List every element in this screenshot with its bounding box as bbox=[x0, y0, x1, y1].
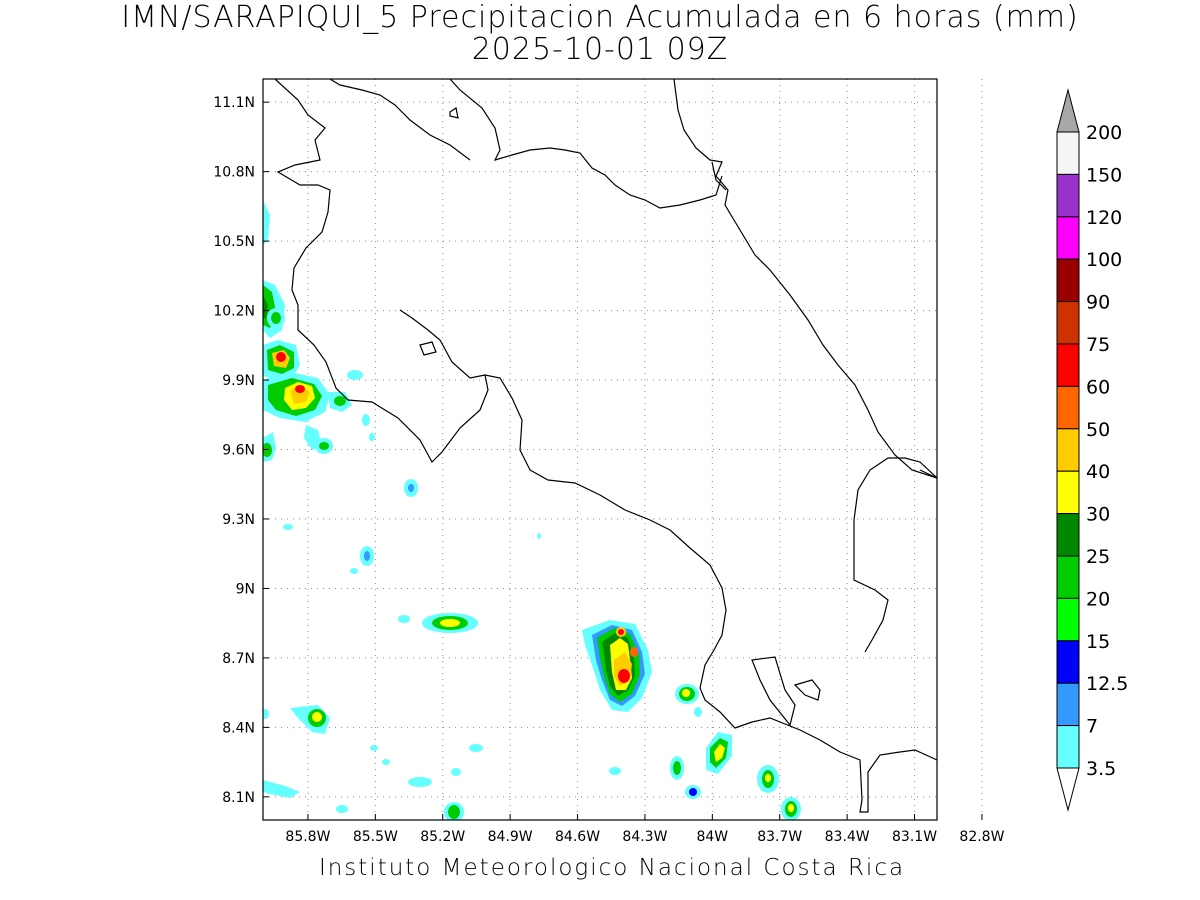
colorbar-swatch bbox=[1056, 385, 1080, 430]
lon-tick-label: 84.6W bbox=[555, 829, 600, 845]
lat-tick-label: 9.9N bbox=[222, 373, 255, 389]
rain-cell-nw-coast bbox=[263, 200, 375, 462]
colorbar-swatch bbox=[1056, 301, 1080, 345]
lon-tick-label: 83.1W bbox=[892, 829, 937, 845]
coastline bbox=[274, 79, 937, 813]
lat-tick-label: 8.4N bbox=[222, 720, 255, 736]
colorbar-swatch bbox=[1056, 216, 1080, 260]
lon-tick-label: 85.5W bbox=[353, 829, 398, 845]
map-title: IMN/SARAPIQUI_5 Precipitacion Acumulada … bbox=[121, 0, 1079, 35]
lon-tick-label: 83.7W bbox=[757, 829, 802, 845]
latitude-tick-labels: 11.1N 10.8N 10.5N 10.2N 9.9N 9.6N 9.3N 9N 8.7N 8.… bbox=[213, 95, 269, 806]
rain-cell-southeast bbox=[670, 684, 801, 820]
colorbar-label: 100 bbox=[1086, 249, 1122, 271]
colorbar-swatch bbox=[1056, 470, 1080, 515]
colorbar-swatch bbox=[1056, 640, 1080, 684]
lat-tick-label: 9.6N bbox=[222, 443, 255, 459]
colorbar-label: 200 bbox=[1086, 122, 1122, 144]
colorbar-swatch bbox=[1056, 343, 1080, 387]
precipitation-cells bbox=[263, 200, 801, 820]
lon-tick-label: 85.8W bbox=[285, 829, 330, 845]
longitude-tick-labels: 85.8W 85.5W 85.2W 84.9W 84.6W 84.3W 84W 83.7W 83… bbox=[285, 814, 1005, 845]
map-subtitle-time: 2025-10-01 09Z bbox=[471, 32, 729, 67]
colorbar-swatch bbox=[1056, 555, 1080, 599]
lat-tick-label: 10.2N bbox=[213, 304, 255, 320]
colorbar-under-triangle bbox=[1056, 767, 1080, 812]
colorbar-label: 120 bbox=[1086, 207, 1122, 229]
lon-tick-label: 84.9W bbox=[488, 829, 533, 845]
lat-tick-label: 10.8N bbox=[213, 165, 255, 181]
lon-tick-label: 84.3W bbox=[622, 829, 667, 845]
color-bar-legend: 200 150 120 100 90 75 60 50 40 30 25 20 15 12.5 7 3.5 bbox=[1056, 88, 1128, 812]
colorbar-swatch bbox=[1056, 428, 1080, 472]
colorbar-swatch bbox=[1056, 173, 1080, 218]
lat-tick-label: 8.1N bbox=[222, 790, 255, 806]
rain-cell-offshore bbox=[290, 613, 478, 820]
colorbar-swatch bbox=[1056, 131, 1080, 175]
colorbar-label: 25 bbox=[1086, 546, 1110, 568]
colorbar-swatch bbox=[1056, 597, 1080, 642]
colorbar-label: 30 bbox=[1086, 504, 1110, 526]
colorbar-label: 40 bbox=[1086, 461, 1110, 483]
colorbar-label: 20 bbox=[1086, 588, 1110, 610]
lat-tick-label: 11.1N bbox=[213, 95, 255, 111]
colorbar-swatch bbox=[1056, 682, 1080, 727]
lon-tick-label: 84W bbox=[696, 829, 728, 845]
lat-tick-label: 8.7N bbox=[222, 651, 255, 667]
colorbar-label: 15 bbox=[1086, 631, 1110, 653]
lon-tick-label: 85.2W bbox=[420, 829, 465, 845]
colorbar-label: 50 bbox=[1086, 419, 1110, 441]
colorbar-label: 75 bbox=[1086, 334, 1110, 356]
colorbar-label: 150 bbox=[1086, 164, 1122, 186]
colorbar-label: 3.5 bbox=[1086, 758, 1116, 780]
lat-tick-label: 10.5N bbox=[213, 234, 255, 250]
colorbar-over-triangle bbox=[1056, 88, 1080, 133]
lon-tick-label: 83.4W bbox=[825, 829, 870, 845]
colorbar-swatch bbox=[1056, 725, 1080, 769]
colorbar-swatch bbox=[1056, 513, 1080, 557]
colorbar-label: 12.5 bbox=[1086, 673, 1128, 695]
rain-cell-scattered bbox=[263, 479, 702, 813]
colorbar-swatch bbox=[1056, 258, 1080, 303]
colorbar-label: 60 bbox=[1086, 376, 1110, 398]
rain-cell-osa bbox=[582, 620, 652, 712]
lat-tick-label: 9N bbox=[236, 581, 255, 597]
credit-text: Instituto Meteorologico Nacional Costa R… bbox=[318, 855, 906, 881]
colorbar-label: 7 bbox=[1086, 716, 1098, 738]
lat-tick-label: 9.3N bbox=[222, 512, 255, 528]
lon-tick-label: 82.8W bbox=[959, 829, 1004, 845]
colorbar-label: 90 bbox=[1086, 292, 1110, 314]
